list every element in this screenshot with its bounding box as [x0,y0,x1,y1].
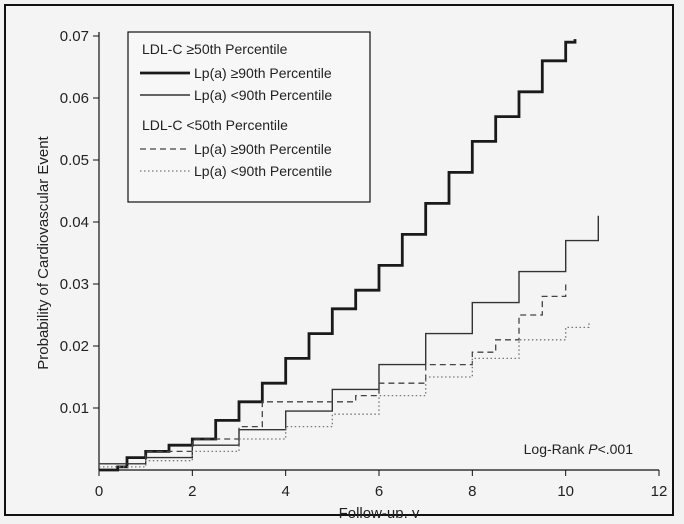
x-axis-label: Follow-up, y [339,505,420,518]
series-layer [99,39,599,472]
y-tick-label: 0.02 [60,338,89,355]
y-tick-label: 0.01 [60,400,89,417]
y-tick-label: 0.04 [60,214,89,231]
figure-frame: 0 2 4 6 8 10 12 0.01 0.02 0.03 0.04 0.05 0.06 0.07 LD… [4,4,674,518]
y-tick-label: 0.06 [60,90,89,107]
ticks: 0 2 4 6 8 10 12 0.01 0.02 0.03 0.04 0.05 0.06 0.07 [60,28,668,500]
x-tick-label: 4 [281,483,289,500]
legend-box [127,31,371,203]
x-tick-label: 0 [95,483,103,500]
legend-entry-label: Lp(a) ≥90th Percentile [194,141,332,157]
series-line-1 [99,39,577,472]
x-tick-label: 8 [468,483,476,500]
log-rank-prefix: Log-Rank [524,441,589,457]
x-tick-label: 12 [651,483,668,500]
legend-entry-label: Lp(a) ≥90th Percentile [194,65,332,81]
series-line-2 [99,215,599,465]
log-rank-value: <.001 [598,441,634,457]
x-tick-label: 10 [557,483,574,500]
legend-group-title: LDL-C ≥50th Percentile [142,41,288,57]
legend: LDL-C ≥50th Percentile Lp(a) ≥90th Percen… [127,31,371,203]
x-tick-label: 2 [188,483,196,500]
y-axis-label: Probability of Cardiovascular Event [35,135,52,369]
series-line-4 [99,321,590,468]
kaplan-meier-chart: 0 2 4 6 8 10 12 0.01 0.02 0.03 0.04 0.05 0.06 0.07 LD… [35,28,668,518]
legend-entry-label: Lp(a) <90th Percentile [194,87,332,103]
series-line-3 [99,284,567,465]
log-rank-annotation: Log-Rank P<.001 [524,441,634,457]
x-tick-label: 6 [375,483,383,500]
log-rank-p: P [588,441,598,457]
y-tick-label: 0.05 [60,152,89,169]
legend-group-title: LDL-C <50th Percentile [142,117,288,133]
legend-entry-label: Lp(a) <90th Percentile [194,163,332,179]
y-tick-label: 0.07 [60,28,89,45]
y-tick-label: 0.03 [60,276,89,293]
